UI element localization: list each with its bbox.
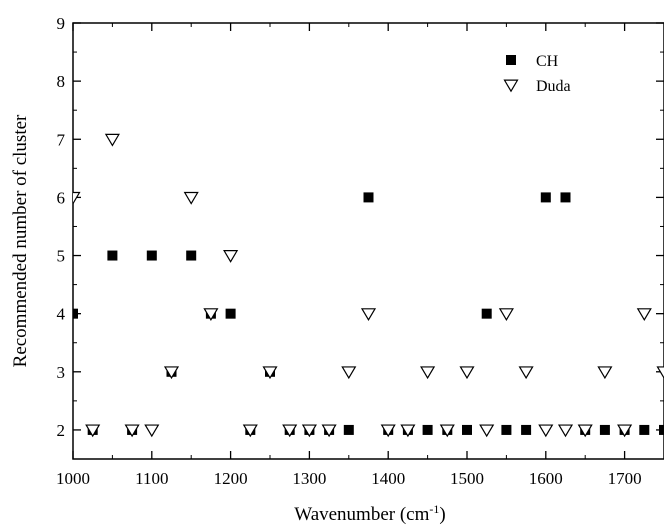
x-tick-label: 1300: [292, 469, 326, 488]
point-ch: [107, 251, 117, 261]
legend-label-ch: CH: [536, 53, 559, 70]
point-duda: [106, 134, 119, 145]
point-duda: [658, 367, 664, 378]
point-duda: [224, 251, 237, 262]
point-duda: [480, 425, 493, 436]
y-tick-label: 2: [57, 421, 66, 440]
y-tick-label: 7: [57, 130, 66, 149]
point-duda: [598, 367, 611, 378]
point-ch: [659, 425, 664, 435]
point-duda: [539, 425, 552, 436]
point-ch: [521, 425, 531, 435]
legend: CH Duda: [505, 53, 571, 95]
point-duda: [638, 309, 651, 320]
legend-marker-ch: [506, 55, 516, 65]
point-ch: [68, 309, 78, 319]
legend-marker-duda: [505, 80, 518, 91]
point-duda: [461, 367, 474, 378]
point-duda: [185, 193, 198, 204]
y-tick-label: 9: [57, 14, 66, 33]
plot-frame: [73, 23, 664, 459]
point-ch: [147, 251, 157, 261]
point-ch: [364, 192, 374, 202]
point-duda: [362, 309, 375, 320]
point-ch: [600, 425, 610, 435]
y-tick-label: 6: [57, 188, 66, 207]
point-ch: [462, 425, 472, 435]
data-points: [67, 134, 664, 436]
y-tick-label: 5: [57, 247, 66, 266]
point-duda: [520, 367, 533, 378]
point-duda: [421, 367, 434, 378]
point-duda: [342, 367, 355, 378]
point-ch: [561, 192, 571, 202]
y-tick-label: 4: [57, 305, 66, 324]
x-tick-label: 1500: [450, 469, 484, 488]
point-duda: [500, 309, 513, 320]
point-ch: [423, 425, 433, 435]
y-tick-label: 3: [57, 363, 66, 382]
x-axis-title-superscript: -1: [429, 502, 439, 516]
x-axis-title-end: ): [439, 504, 445, 525]
legend-label-duda: Duda: [536, 78, 571, 95]
x-tick-label: 1400: [371, 469, 405, 488]
point-ch: [226, 309, 236, 319]
point-ch: [344, 425, 354, 435]
x-tick-label: 1200: [214, 469, 248, 488]
point-ch: [541, 192, 551, 202]
axis-labels: Wavenumber (cm-1) Recommended number of …: [10, 114, 446, 525]
y-axis-title: Recommended number of cluster: [10, 114, 31, 367]
y-tick-label: 8: [57, 72, 66, 91]
x-axis-title-main: Wavenumber (cm: [294, 504, 429, 525]
x-tick-label: 1000: [56, 469, 90, 488]
point-ch: [639, 425, 649, 435]
x-tick-label: 1600: [529, 469, 563, 488]
point-duda: [559, 425, 572, 436]
point-ch: [482, 309, 492, 319]
x-tick-label: 1100: [135, 469, 168, 488]
x-axis-title: Wavenumber (cm-1): [294, 502, 445, 525]
point-ch: [186, 251, 196, 261]
x-tick-label: 1700: [608, 469, 642, 488]
point-duda: [145, 425, 158, 436]
point-ch: [501, 425, 511, 435]
